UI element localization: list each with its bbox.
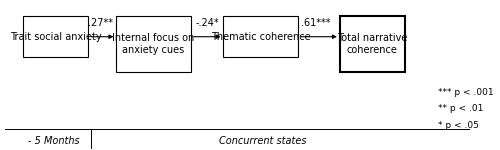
Text: Thematic coherence: Thematic coherence [211, 32, 310, 42]
Text: .61***: .61*** [301, 18, 330, 28]
Text: -.24*: -.24* [196, 18, 219, 28]
Text: .27**: .27** [88, 18, 112, 28]
FancyBboxPatch shape [224, 16, 298, 57]
FancyBboxPatch shape [116, 16, 191, 72]
Text: Total narrative
coherence: Total narrative coherence [337, 33, 407, 55]
Text: Concurrent states: Concurrent states [218, 135, 306, 146]
FancyBboxPatch shape [23, 16, 88, 57]
Text: Trait social anxiety: Trait social anxiety [10, 32, 102, 42]
Text: - 5 Months: - 5 Months [28, 135, 80, 146]
Text: *** p < .001: *** p < .001 [438, 88, 493, 97]
Text: ** p < .01: ** p < .01 [438, 104, 483, 113]
Text: * p < .05: * p < .05 [438, 121, 478, 130]
Text: Internal focus on
anxiety cues: Internal focus on anxiety cues [112, 33, 194, 55]
FancyBboxPatch shape [340, 16, 405, 72]
